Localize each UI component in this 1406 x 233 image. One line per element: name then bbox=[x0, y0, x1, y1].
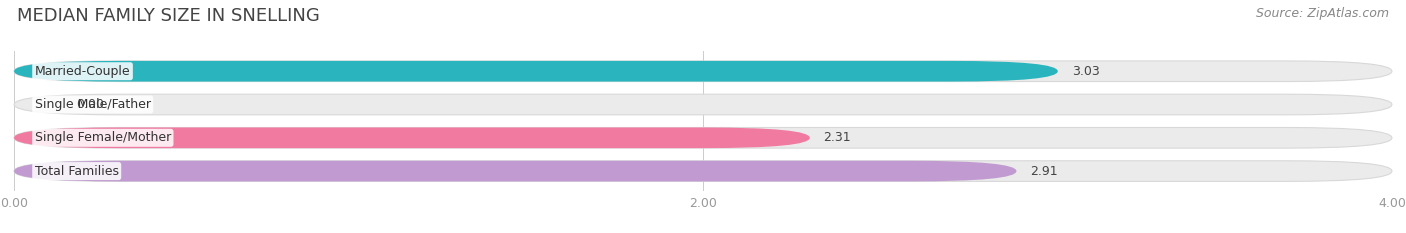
FancyBboxPatch shape bbox=[14, 61, 1392, 82]
FancyBboxPatch shape bbox=[14, 61, 1057, 82]
FancyBboxPatch shape bbox=[14, 161, 1017, 182]
Text: 3.03: 3.03 bbox=[1071, 65, 1099, 78]
FancyBboxPatch shape bbox=[14, 127, 810, 148]
Text: Married-Couple: Married-Couple bbox=[35, 65, 131, 78]
FancyBboxPatch shape bbox=[14, 94, 1392, 115]
FancyBboxPatch shape bbox=[14, 161, 1392, 182]
Text: Single Female/Mother: Single Female/Mother bbox=[35, 131, 172, 144]
Text: Source: ZipAtlas.com: Source: ZipAtlas.com bbox=[1256, 7, 1389, 20]
Text: 0.00: 0.00 bbox=[76, 98, 104, 111]
Text: Single Male/Father: Single Male/Father bbox=[35, 98, 150, 111]
Text: 2.91: 2.91 bbox=[1031, 164, 1057, 178]
Text: Total Families: Total Families bbox=[35, 164, 118, 178]
Text: MEDIAN FAMILY SIZE IN SNELLING: MEDIAN FAMILY SIZE IN SNELLING bbox=[17, 7, 319, 25]
Text: 2.31: 2.31 bbox=[824, 131, 851, 144]
FancyBboxPatch shape bbox=[14, 127, 1392, 148]
